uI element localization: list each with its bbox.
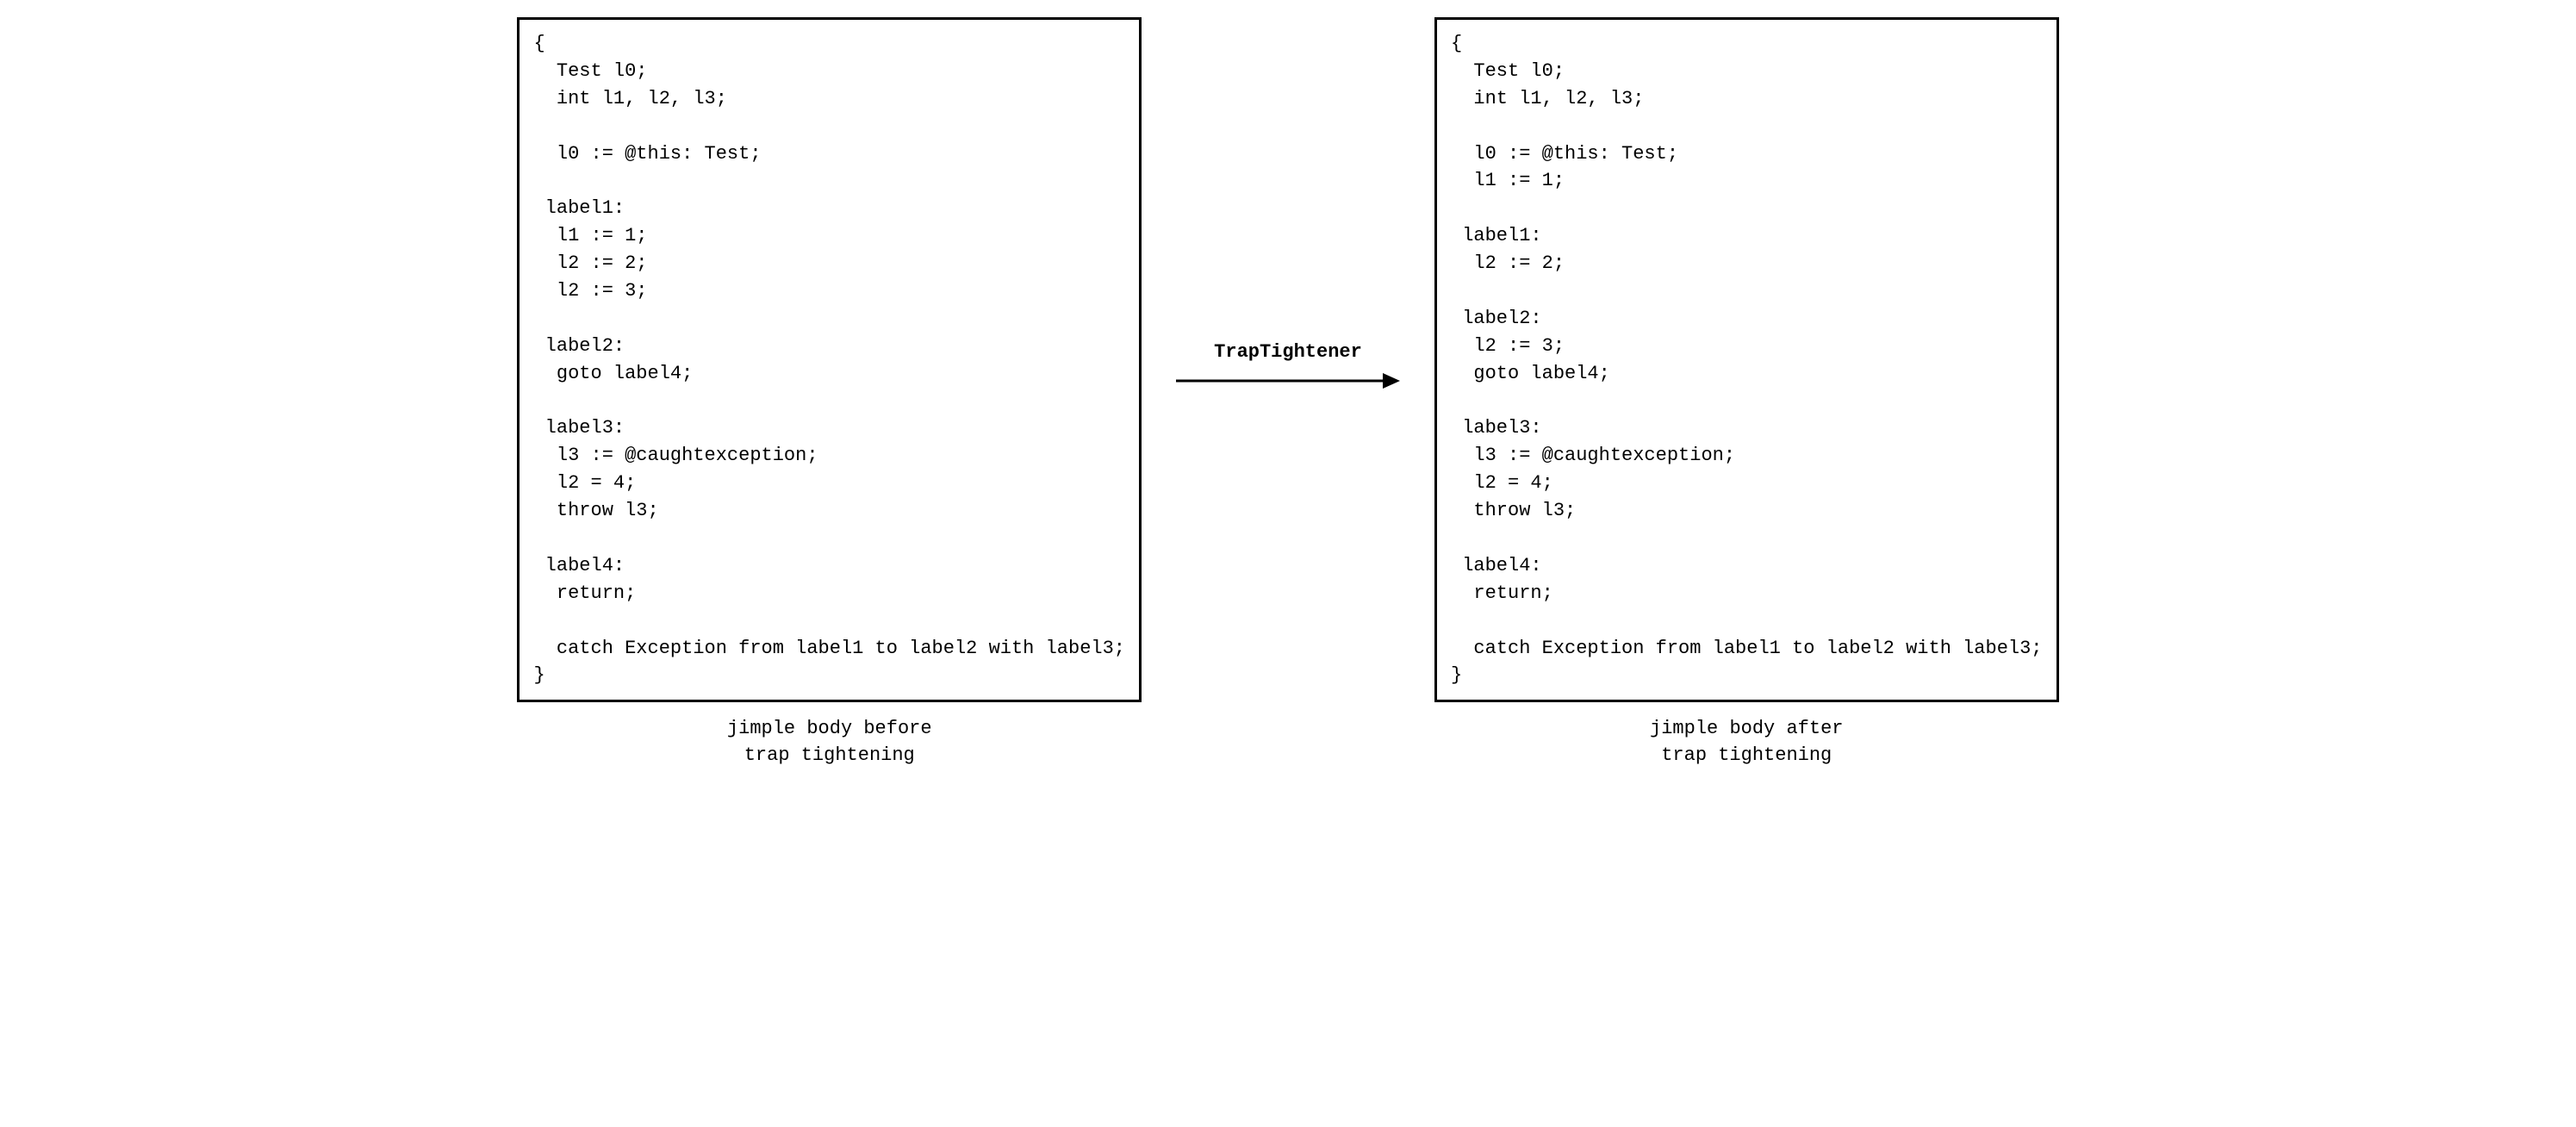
right-caption: jimple body after trap tightening — [1650, 716, 1843, 769]
right-panel: { Test l0; int l1, l2, l3; l0 := @this: … — [1434, 17, 2059, 769]
arrow-label: TrapTightener — [1214, 341, 1362, 363]
right-code-box: { Test l0; int l1, l2, l3; l0 := @this: … — [1434, 17, 2059, 702]
diagram-container: { Test l0; int l1, l2, l3; l0 := @this: … — [17, 17, 2559, 769]
left-caption: jimple body before trap tightening — [727, 716, 932, 769]
left-panel: { Test l0; int l1, l2, l3; l0 := @this: … — [517, 17, 1142, 769]
arrow-column: TrapTightener — [1176, 341, 1400, 394]
left-code-box: { Test l0; int l1, l2, l3; l0 := @this: … — [517, 17, 1142, 702]
arrow-icon — [1176, 368, 1400, 394]
